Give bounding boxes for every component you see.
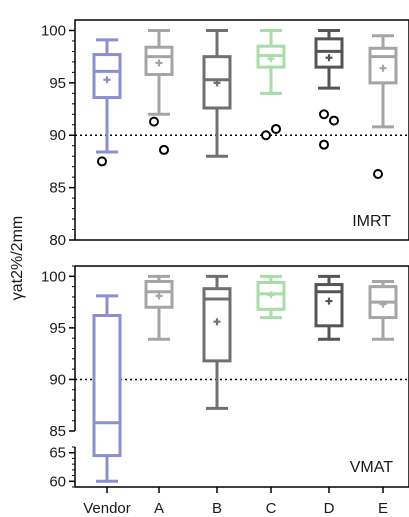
panel-label-imrt: IMRT xyxy=(352,213,391,230)
vmat-panel: 60 65 85 90 95 100 VMAT xyxy=(41,265,409,490)
mean-marker-b xyxy=(213,79,221,87)
category-axis: Vendor A B C D E xyxy=(83,487,388,517)
box-d xyxy=(314,37,344,69)
mean-marker-b xyxy=(213,318,221,326)
x-tick-label: A xyxy=(154,500,164,517)
y-tick-label: 100 xyxy=(41,22,66,39)
y-tick-label: 85 xyxy=(49,423,66,440)
y-tick-label: 95 xyxy=(49,75,66,92)
mean-marker-d xyxy=(325,297,333,305)
x-tick-label: B xyxy=(212,500,222,517)
box-a xyxy=(144,45,174,76)
mean-marker-c xyxy=(267,55,275,63)
outlier-d xyxy=(319,109,329,120)
mean-marker-e xyxy=(379,64,387,72)
y-tick-label: 80 xyxy=(49,232,66,249)
y-tick-label: 95 xyxy=(49,320,66,337)
mean-marker-d xyxy=(325,54,333,62)
y-tick-label: 90 xyxy=(49,127,66,144)
mean-marker-e xyxy=(379,300,387,308)
x-tick-label: D xyxy=(324,500,335,517)
y-tick-label: 100 xyxy=(41,268,66,285)
outlier-a xyxy=(159,144,169,155)
mean-marker-a xyxy=(155,292,163,300)
x-tick-label: C xyxy=(266,500,277,517)
outlier-d xyxy=(319,139,329,150)
x-tick-label: Vendor xyxy=(83,500,131,517)
y-tick-label: 60 xyxy=(49,473,66,490)
mean-marker-c xyxy=(267,291,275,299)
mean-marker-a xyxy=(155,59,163,67)
box-vendor xyxy=(92,53,122,100)
mean-marker-vendor xyxy=(103,76,111,84)
outlier-a xyxy=(149,116,159,127)
y-axis-label: γat2%/2mm xyxy=(9,216,26,300)
outlier-d xyxy=(329,115,339,126)
box-vendor xyxy=(92,314,122,458)
outlier-vendor xyxy=(97,156,107,167)
box-b xyxy=(202,287,232,363)
outlier-c xyxy=(271,123,281,134)
outlier-e xyxy=(373,169,383,179)
x-tick-label: E xyxy=(378,500,388,517)
y-tick-label: 65 xyxy=(49,445,66,462)
y-tick-label: 85 xyxy=(49,180,66,197)
outlier-c xyxy=(261,130,271,141)
imrt-panel: 80 85 90 95 100 IMRT xyxy=(41,19,409,249)
imrt-plot-frame xyxy=(74,19,409,241)
y-tick-label: 90 xyxy=(49,371,66,388)
panel-label-vmat: VMAT xyxy=(350,459,393,476)
